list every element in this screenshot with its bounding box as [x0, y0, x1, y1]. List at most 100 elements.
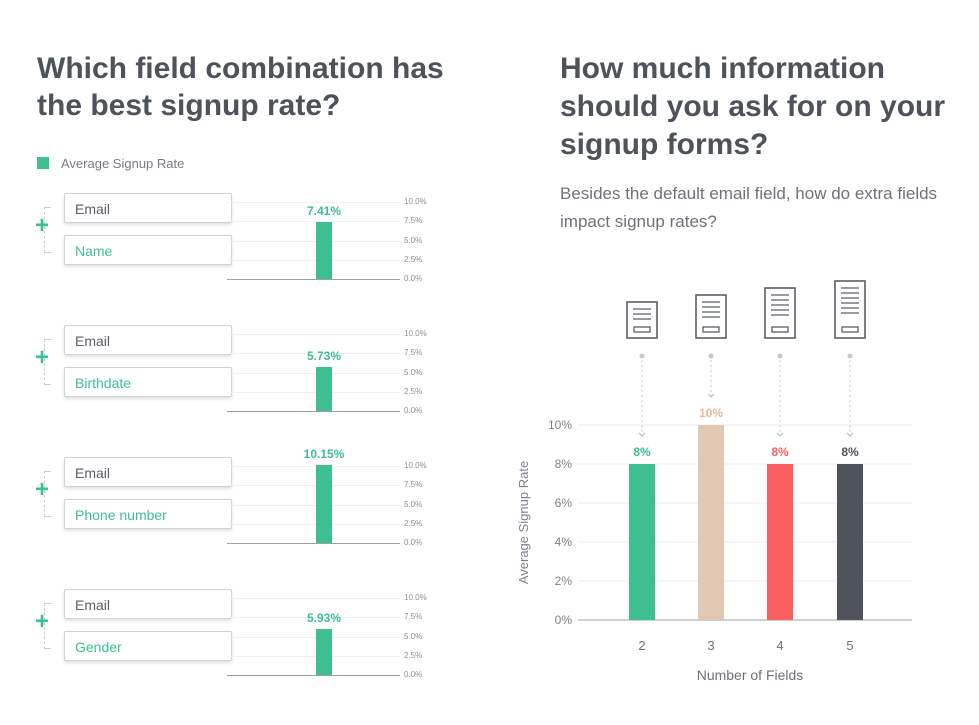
bracket-line — [44, 603, 53, 649]
combination-chart: + Email Gender 10.0% 7.5% 5.0% 2.5% 0.0% 5.93% — [0, 589, 480, 709]
gridline — [227, 259, 400, 261]
y-tick-label: 7.5% — [404, 348, 423, 358]
x-tick-label: 5 — [846, 638, 853, 653]
number-of-fields-chart: 10% 8% 6% 4% 2% 0% Average Signup Rate Number o… — [516, 280, 912, 683]
y-tick-label: 6% — [555, 496, 573, 510]
right-title: How much information should you ask for … — [560, 52, 946, 161]
field-count-bar — [629, 464, 655, 620]
form-button-shape — [841, 326, 859, 333]
plus-icon: + — [35, 608, 50, 635]
field-count-bar — [767, 464, 793, 620]
bar-value-label: 8% — [633, 445, 651, 459]
combination-chart: + Email Name 10.0% 7.5% 5.0% 2.5% 0.0% 7.41% — [0, 193, 480, 313]
y-tick-label: 7.5% — [404, 612, 423, 622]
bracket-line — [44, 339, 53, 385]
x-tick-label: 2 — [638, 638, 645, 653]
y-tick-label: 8% — [555, 457, 573, 471]
form-button-shape — [633, 326, 651, 333]
connector-dot — [777, 353, 783, 359]
form-document-icon — [834, 280, 866, 339]
gridline — [227, 504, 400, 506]
form-document-icon — [764, 287, 796, 339]
gridline — [227, 202, 400, 203]
combination-chart: + Email Birthdate 10.0% 7.5% 5.0% 2.5% 0.0% 5.73… — [0, 325, 480, 445]
y-tick-label: 10.0% — [404, 197, 427, 206]
bar-value-label: 10.15% — [303, 446, 345, 461]
email-field-sample: Email — [64, 193, 232, 223]
legend-label: Average Signup Rate — [61, 155, 185, 171]
signup-rate-bar — [316, 221, 332, 279]
y-tick-label: 5.0% — [404, 235, 423, 245]
y-tick-label: 7.5% — [404, 480, 423, 490]
baseline — [227, 675, 400, 676]
plus-icon: + — [35, 212, 50, 239]
connector-dot — [639, 353, 645, 359]
y-tick-label: 0.0% — [404, 406, 423, 415]
right-subtitle: Besides the default email field, how do … — [560, 184, 938, 231]
gridline — [227, 598, 400, 599]
field-count-bar — [837, 464, 863, 620]
gridline — [227, 655, 400, 657]
gridline — [227, 240, 400, 242]
extra-field-sample: Birthdate — [64, 367, 232, 397]
x-axis-label: Number of Fields — [697, 667, 804, 683]
y-tick-label: 2.5% — [404, 650, 423, 660]
extra-field-sample: Name — [64, 235, 232, 265]
x-tick-label: 3 — [707, 638, 714, 653]
y-tick-label: 0.0% — [404, 538, 423, 547]
field-count-bar — [698, 425, 724, 620]
y-tick-label: 5.0% — [404, 631, 423, 641]
combination-chart: + Email Phone number 10.0% 7.5% 5.0% 2.5% 0.0% 1… — [0, 447, 480, 577]
gridline — [227, 221, 400, 223]
gridline — [227, 466, 400, 467]
signup-rate-bar — [316, 464, 332, 543]
connector-dot — [708, 353, 714, 359]
email-field-sample: Email — [64, 589, 232, 619]
y-tick-label: 2.5% — [404, 386, 423, 396]
x-tick-label: 4 — [776, 638, 783, 653]
baseline — [227, 279, 400, 280]
y-tick-label: 4% — [555, 535, 573, 549]
bar-value-label: 5.93% — [306, 611, 342, 626]
bracket-line — [44, 207, 53, 253]
bracket-line — [44, 471, 53, 517]
gridline — [227, 353, 400, 355]
bar-value-label: 8% — [771, 445, 789, 459]
email-field-sample: Email — [64, 325, 232, 355]
gridline — [227, 391, 400, 393]
arrow-head-icon — [776, 432, 784, 437]
plus-icon: + — [35, 476, 50, 503]
form-button-shape — [702, 326, 720, 333]
baseline — [227, 411, 400, 412]
gridline — [227, 334, 400, 335]
y-tick-label: 10.0% — [404, 593, 427, 602]
connector-dot — [847, 353, 853, 359]
y-tick-label: 0.0% — [404, 670, 423, 679]
baseline — [227, 543, 400, 544]
arrow-head-icon — [846, 432, 854, 437]
extra-field-sample: Phone number — [64, 499, 232, 529]
bar-value-label: 8% — [841, 445, 859, 459]
legend: Average Signup Rate — [37, 155, 184, 171]
plus-icon: + — [35, 344, 50, 371]
y-tick-label: 7.5% — [404, 216, 423, 226]
y-tick-label: 2.5% — [404, 254, 423, 264]
y-tick-label: 0% — [555, 613, 573, 627]
legend-swatch — [37, 157, 49, 169]
bar-value-label: 10% — [699, 406, 723, 420]
gridline — [227, 485, 400, 487]
signup-rate-bar — [316, 629, 332, 675]
signup-rate-bar — [316, 366, 332, 411]
y-tick-label: 10.0% — [404, 329, 427, 338]
y-tick-label: 2% — [555, 574, 573, 588]
extra-field-sample: Gender — [64, 631, 232, 661]
email-field-sample: Email — [64, 457, 232, 487]
y-tick-label: 10% — [548, 418, 572, 432]
y-tick-label: 2.5% — [404, 518, 423, 528]
gridline — [227, 523, 400, 525]
arrow-head-icon — [707, 393, 715, 398]
bar-value-label: 5.73% — [306, 348, 342, 363]
left-title: Which field combination has the best sig… — [37, 52, 444, 122]
y-axis-label: Average Signup Rate — [516, 461, 531, 584]
gridline — [227, 372, 400, 374]
